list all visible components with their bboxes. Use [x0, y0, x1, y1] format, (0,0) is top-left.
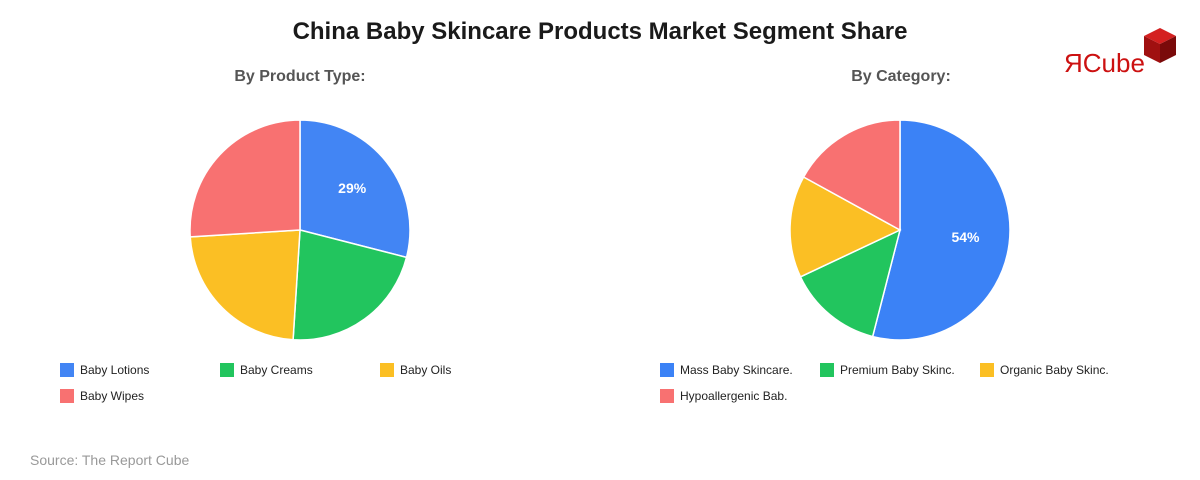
legend-swatch: [220, 363, 234, 377]
slice-percent-label: 29%: [338, 180, 367, 196]
legend-swatch: [660, 389, 674, 403]
pie-slice-baby-creams: [292, 229, 408, 341]
pie-slice-organic-baby-skinc: [789, 175, 902, 278]
legend-label: Baby Lotions: [80, 363, 150, 377]
logo-text: ЯCube: [1064, 48, 1145, 78]
legend-item: Baby Creams: [220, 362, 313, 378]
source-note: Source: The Report Cube: [30, 452, 190, 468]
legend-item: Organic Baby Skinc.: [980, 362, 1109, 378]
pie-subtitle-category: By Category:: [851, 68, 951, 85]
legend-swatch: [980, 363, 994, 377]
chart-title: China Baby Skincare Products Market Segm…: [292, 18, 908, 45]
cube-icon: [1144, 28, 1176, 63]
pie-slice-baby-lotions: [299, 119, 411, 259]
legend-label: Baby Creams: [240, 363, 313, 377]
slice-percent-label: 54%: [951, 229, 980, 245]
legend-item: Premium Baby Skinc.: [820, 362, 955, 378]
legend-swatch: [60, 389, 74, 403]
pie-slice-hypoallergenic-bab: [802, 119, 901, 232]
legend-item: Baby Wipes: [60, 388, 144, 404]
legend-swatch: [660, 363, 674, 377]
legend-item: Baby Oils: [380, 362, 451, 378]
pie-subtitle-product-type: By Product Type:: [234, 68, 366, 85]
legend-item: Baby Lotions: [60, 362, 149, 378]
pie-slice-baby-oils: [189, 229, 301, 341]
legend-label: Baby Oils: [400, 363, 452, 377]
legend-label: Organic Baby Skinc.: [1000, 363, 1109, 377]
legend-label: Premium Baby Skinc.: [840, 363, 955, 377]
legend-swatch: [380, 363, 394, 377]
report-cube-logo: ЯCube: [1060, 26, 1185, 81]
pie-slice-premium-baby-skinc: [799, 228, 902, 338]
legend-label: Hypoallergenic Bab.: [680, 389, 788, 403]
legend-swatch: [820, 363, 834, 377]
legend-label: Baby Wipes: [80, 389, 145, 403]
legend-swatch: [60, 363, 74, 377]
legend-item: Mass Baby Skincare.: [660, 362, 793, 378]
pie-slice-baby-wipes: [189, 119, 301, 238]
legend-label: Mass Baby Skincare.: [680, 363, 793, 377]
legend-item: Hypoallergenic Bab.: [660, 388, 787, 404]
pie-slice-mass-baby-skincare: [871, 119, 1011, 341]
